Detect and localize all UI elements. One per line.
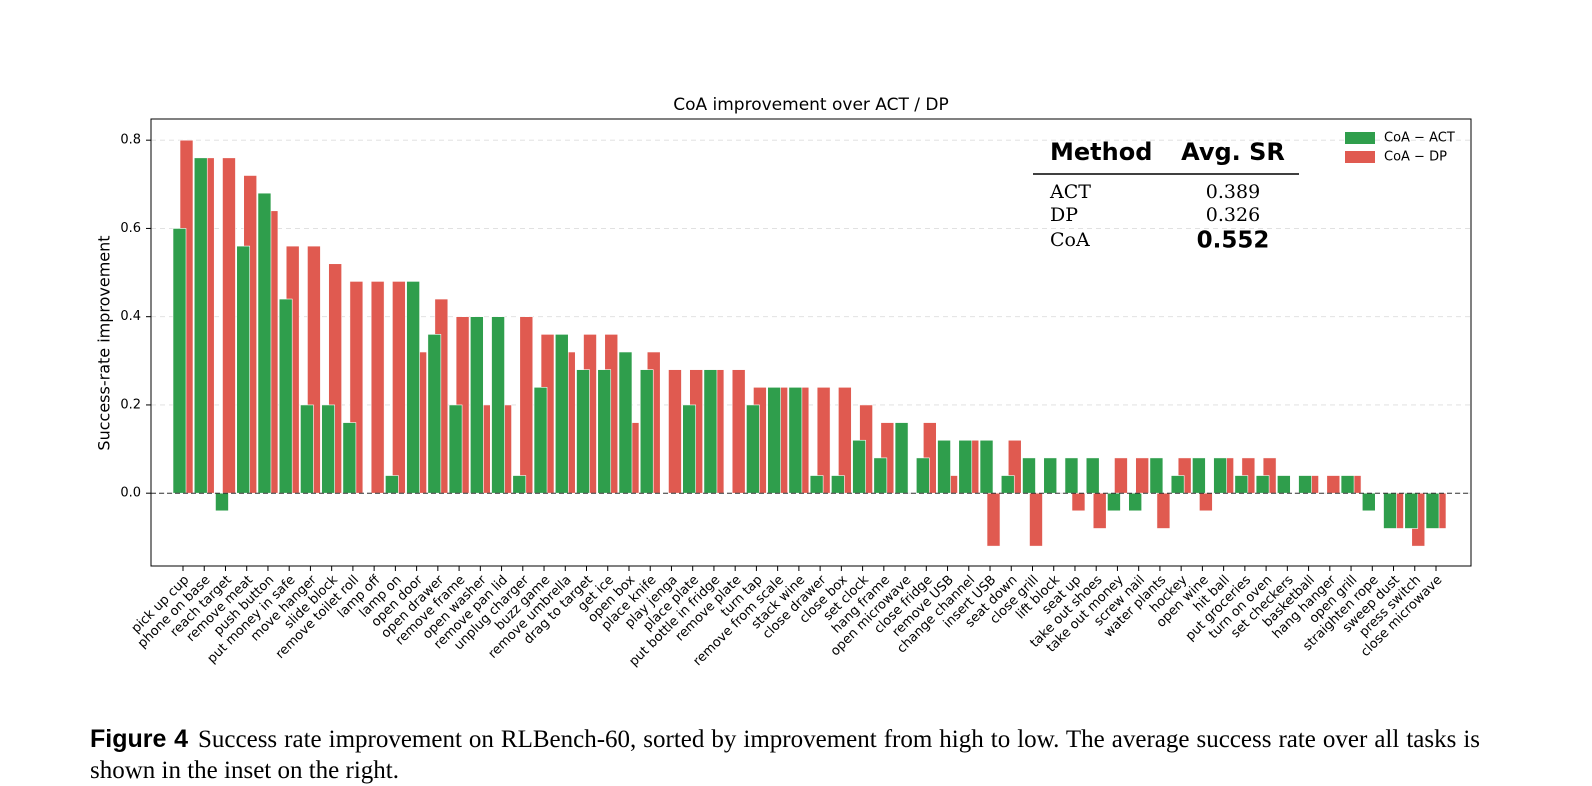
- inset-cell: ACT: [1049, 181, 1091, 203]
- inset-cell: DP: [1050, 204, 1078, 226]
- bar: [427, 334, 442, 494]
- bar: [838, 386, 852, 494]
- y-tick-label: 0.6: [120, 221, 141, 236]
- bar: [576, 369, 590, 494]
- bar: [986, 492, 1001, 547]
- bar: [1029, 492, 1043, 547]
- bar: [894, 422, 909, 494]
- bar: [512, 475, 527, 494]
- bar: [448, 404, 463, 494]
- bar: [767, 386, 781, 494]
- bar: [236, 245, 251, 494]
- inset-header: Method: [1050, 138, 1152, 166]
- bar: [668, 369, 682, 494]
- bar: [746, 404, 760, 494]
- bar: [916, 457, 930, 494]
- bar: [1361, 492, 1376, 512]
- bar: [1298, 475, 1312, 494]
- bar: [1000, 475, 1015, 494]
- bar: [1277, 475, 1291, 494]
- bar: [958, 439, 973, 494]
- bar: [1149, 457, 1164, 494]
- bar: [554, 334, 569, 494]
- legend-label: CoA − DP: [1384, 150, 1447, 165]
- bar: [1071, 492, 1086, 512]
- caption-label: Figure 4: [90, 725, 188, 753]
- bar: [618, 351, 633, 494]
- bar: [1170, 475, 1185, 494]
- bar: [491, 316, 505, 494]
- bar: [1326, 475, 1341, 494]
- bar: [300, 404, 314, 494]
- bar: [1114, 457, 1128, 494]
- inset-header: Avg. SR: [1181, 138, 1285, 166]
- bar: [1085, 457, 1100, 494]
- bar: [1156, 492, 1171, 529]
- bar: [1107, 492, 1121, 512]
- bar: [385, 475, 399, 494]
- bar: [172, 228, 187, 494]
- bar: [257, 192, 272, 494]
- inset-table: Method Avg. SR ACT 0.389 DP 0.326 CoA 0.…: [1033, 138, 1299, 254]
- bar: [1199, 492, 1213, 512]
- bar: [519, 316, 534, 494]
- bar: [392, 281, 406, 494]
- bar: [809, 475, 824, 494]
- bar: [703, 369, 718, 494]
- bar: [1213, 457, 1227, 494]
- bar: [639, 369, 654, 494]
- chart-title: CoA improvement over ACT / DP: [673, 95, 949, 115]
- bar: [193, 157, 208, 494]
- y-tick-label: 0.0: [120, 486, 141, 501]
- inset-cell: 0.326: [1206, 204, 1260, 226]
- inset-cell: 0.389: [1206, 181, 1260, 203]
- bar: [831, 475, 845, 494]
- bar: [788, 386, 803, 494]
- bar: [1043, 457, 1058, 494]
- inset-cell: CoA: [1050, 229, 1090, 251]
- y-tick-label: 0.8: [120, 133, 141, 148]
- bar: [222, 157, 236, 494]
- bar: [321, 404, 335, 494]
- bar: [682, 404, 696, 494]
- caption-text: Success rate improvement on RLBench-60, …: [90, 726, 1480, 784]
- bar: [937, 439, 951, 494]
- bar: [979, 439, 994, 494]
- legend-swatch: [1345, 151, 1375, 163]
- bar: [1022, 457, 1036, 494]
- bar: [731, 369, 746, 494]
- bar: [1425, 492, 1440, 529]
- caption: Figure 4 Success rate improvement on RLBe…: [90, 724, 1480, 786]
- legend-label: CoA − ACT: [1384, 131, 1455, 146]
- bar: [1135, 457, 1149, 494]
- bar: [1383, 492, 1397, 529]
- bar: [1404, 492, 1419, 529]
- y-tick-label: 0.2: [120, 397, 141, 412]
- inset-cell: 0.552: [1197, 228, 1270, 254]
- y-axis-label: Success-rate improvement: [95, 235, 114, 450]
- bar: [1092, 492, 1107, 529]
- bar: [1192, 457, 1206, 494]
- bar: [1340, 475, 1355, 494]
- bar: [1255, 475, 1270, 494]
- legend-swatch: [1345, 132, 1375, 144]
- bar: [852, 439, 866, 494]
- plot-frame: [150, 118, 1472, 567]
- bar: [342, 422, 357, 494]
- bar: [470, 316, 484, 494]
- bar: [1128, 492, 1142, 512]
- bar: [278, 298, 293, 494]
- chart: CoA improvement over ACT / DP Success-ra…: [95, 95, 1472, 669]
- bar: [215, 492, 229, 512]
- bar: [1064, 457, 1079, 494]
- bar: [533, 386, 548, 494]
- y-tick-label: 0.4: [120, 309, 141, 324]
- bar: [370, 281, 385, 494]
- bar: [597, 369, 612, 494]
- bar: [406, 281, 420, 494]
- bar: [873, 457, 888, 494]
- bar: [1234, 475, 1249, 494]
